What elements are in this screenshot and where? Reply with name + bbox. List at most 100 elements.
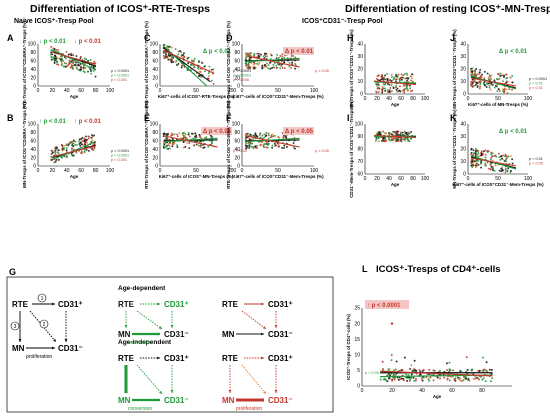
caption-conversion: conversion (128, 406, 152, 412)
data-point (487, 76, 490, 79)
panel-L: L ICOS⁺-Tresps of CD4⁺-cells 0 20 40 60 80 0 5 10… (346, 264, 512, 399)
data-point (479, 83, 482, 86)
y-axis-label: RTE-Tresps of ICOS⁺CD45RA⁺-Tresps (%) (144, 101, 149, 189)
data-point (263, 133, 266, 136)
data-point (276, 53, 279, 56)
data-point (409, 75, 412, 78)
data-point (186, 141, 189, 144)
data-point (192, 137, 195, 140)
arrow (241, 364, 267, 395)
y-tick-label: 80 (30, 130, 36, 136)
data-point (52, 58, 55, 61)
y-tick-label: 15 (354, 337, 360, 343)
data-point (170, 57, 173, 60)
data-point (378, 140, 380, 143)
data-point (70, 148, 73, 151)
data-point (261, 134, 264, 137)
y-axis-label: MN-Tresps of ICOS⁺CD31⁻-Tresps (%) (349, 29, 354, 109)
data-point (380, 75, 383, 78)
data-point (271, 144, 274, 147)
data-point (172, 138, 174, 141)
data-point (269, 61, 272, 64)
significance-label: Δ p < 0.01 (499, 49, 528, 55)
data-point (509, 76, 512, 79)
data-point (172, 61, 175, 64)
data-point (54, 146, 57, 149)
data-point (401, 90, 404, 93)
data-point (448, 361, 451, 364)
data-point (62, 59, 65, 62)
data-point (406, 134, 409, 137)
data-point (252, 147, 255, 150)
p-value-label: p < 0.01 (529, 86, 543, 90)
data-point (168, 55, 171, 58)
y-tick-label: 20 (30, 75, 36, 81)
data-point (406, 87, 409, 90)
data-point (273, 62, 276, 64)
data-point (207, 77, 210, 80)
data-point (202, 146, 205, 149)
data-point (400, 140, 403, 143)
data-point (65, 50, 68, 53)
data-point (208, 65, 211, 68)
regression-line (379, 370, 493, 377)
data-point (377, 90, 380, 93)
data-point (288, 65, 291, 68)
data-point (93, 147, 96, 150)
x-tick-label: 50 (275, 88, 281, 94)
data-point (72, 155, 75, 157)
node-cd31-neg: CD31⁻ (164, 396, 189, 405)
data-point (420, 377, 423, 380)
y-axis-label: RTE-Tresps of ICOS⁺CD45RA⁺-Tresps (%) (144, 21, 149, 109)
data-point (277, 143, 280, 146)
data-point (498, 156, 501, 159)
data-point (419, 373, 422, 376)
data-point (269, 136, 272, 139)
data-point (471, 78, 474, 81)
y-tick-label: 40 (234, 67, 240, 73)
data-point (504, 167, 507, 170)
data-point (64, 144, 66, 147)
step-number: 1 (41, 296, 44, 302)
data-point (289, 67, 292, 69)
data-point (477, 155, 480, 158)
data-point (252, 66, 255, 69)
data-point (505, 77, 508, 80)
data-point (381, 90, 384, 93)
data-point (390, 378, 393, 381)
data-point (377, 74, 380, 77)
data-point (190, 59, 193, 62)
data-point (250, 138, 253, 141)
data-point (503, 160, 506, 162)
arrow-head (228, 390, 232, 393)
data-point (198, 70, 201, 73)
data-point (483, 81, 486, 84)
data-point (292, 142, 295, 144)
x-tick-label: 100 (310, 88, 319, 94)
data-point (55, 48, 58, 51)
arrow-head (157, 302, 160, 306)
y-tick-label: 70 (357, 159, 363, 165)
data-point (264, 65, 267, 68)
y-tick-label: 10 (357, 79, 363, 85)
data-point (285, 145, 288, 148)
data-point (503, 90, 506, 93)
data-point (385, 139, 388, 142)
significance-label: Δ p < 0.05 (203, 129, 232, 135)
data-point (179, 49, 182, 52)
data-point (446, 377, 449, 380)
data-point (379, 378, 382, 381)
data-point (282, 135, 285, 138)
x-axis-label: Age (70, 174, 79, 179)
data-point (499, 158, 502, 161)
data-point (403, 91, 406, 94)
data-point (484, 156, 487, 159)
y-tick-label: 100 (28, 42, 37, 48)
data-point (493, 154, 496, 157)
data-point (88, 135, 91, 138)
data-point (65, 154, 68, 157)
data-point (71, 144, 74, 147)
data-point (400, 369, 403, 372)
